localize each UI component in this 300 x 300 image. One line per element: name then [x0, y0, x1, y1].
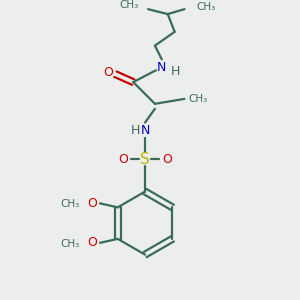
Text: N: N [140, 124, 150, 137]
Text: O: O [118, 152, 128, 166]
Text: O: O [87, 236, 97, 249]
Text: CH₃: CH₃ [61, 239, 80, 249]
Text: O: O [162, 152, 172, 166]
Text: O: O [104, 66, 113, 79]
Text: CH₃: CH₃ [196, 2, 216, 12]
Text: O: O [87, 197, 97, 210]
Text: CH₃: CH₃ [189, 94, 208, 104]
Text: CH₃: CH₃ [119, 0, 138, 10]
Text: H: H [171, 65, 180, 78]
Text: S: S [140, 152, 150, 166]
Text: N: N [157, 61, 167, 74]
Text: H: H [130, 124, 140, 137]
Text: CH₃: CH₃ [61, 200, 80, 209]
